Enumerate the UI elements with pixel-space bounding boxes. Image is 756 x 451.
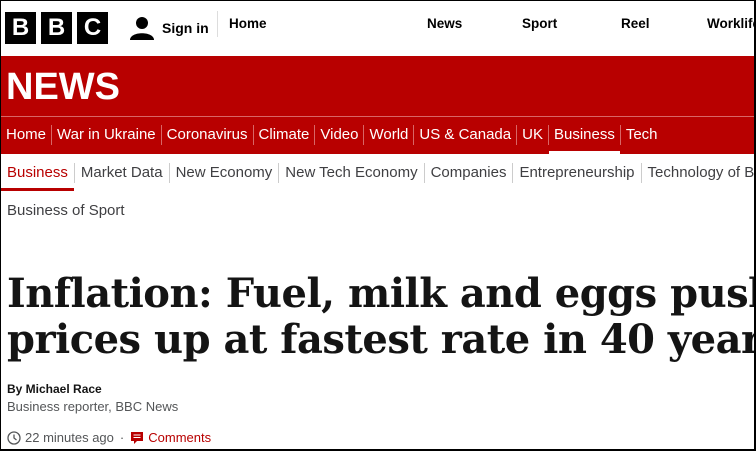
news-banner: NEWS Home War in Ukraine Coronavirus Cli… (1, 56, 754, 155)
top-nav: Home News Sport Reel Worklife (217, 11, 754, 37)
logo-letter: B (41, 12, 72, 44)
subnav-entrepreneurship[interactable]: Entrepreneurship (513, 163, 642, 183)
news-logo[interactable]: NEWS (6, 66, 120, 108)
section-nav-war-in-ukraine[interactable]: War in Ukraine (52, 125, 162, 145)
section-nav-uk[interactable]: UK (517, 125, 549, 145)
author-role: Business reporter, BBC News (7, 399, 179, 414)
user-icon (130, 17, 154, 40)
subnav-technology-of-business[interactable]: Technology of Business (642, 163, 754, 183)
sign-in-link[interactable]: Sign in (130, 16, 209, 40)
subnav-companies[interactable]: Companies (425, 163, 514, 183)
clock-icon (7, 430, 21, 445)
section-nav-climate[interactable]: Climate (254, 125, 316, 145)
timestamp: 22 minutes ago (25, 430, 114, 445)
article-headline: Inflation: Fuel, milk and eggs push price… (7, 270, 756, 363)
section-nav-coronavirus[interactable]: Coronavirus (162, 125, 254, 145)
author-byline: By Michael Race (7, 382, 102, 396)
section-nav-us-canada[interactable]: US & Canada (414, 125, 518, 145)
top-nav-reel[interactable]: Reel (621, 16, 650, 31)
sign-in-label: Sign in (162, 20, 209, 36)
top-bar: B B C Sign in Home News Sport Reel Workl… (1, 1, 754, 55)
divider (1, 116, 754, 117)
comments-label: Comments (148, 430, 212, 445)
section-nav-video[interactable]: Video (315, 125, 365, 145)
comment-icon (131, 431, 144, 444)
article-meta: 22 minutes ago · Comments (7, 430, 211, 445)
comments-link[interactable]: Comments (130, 430, 211, 445)
top-nav-news[interactable]: News (427, 16, 463, 31)
section-nav-home[interactable]: Home (1, 125, 53, 145)
top-nav-home[interactable]: Home (229, 16, 267, 31)
top-nav-sport[interactable]: Sport (522, 16, 558, 31)
section-nav-world[interactable]: World (364, 125, 415, 145)
subnav-new-tech-economy[interactable]: New Tech Economy (279, 163, 425, 183)
logo-letter: B (5, 12, 36, 44)
top-nav-worklife[interactable]: Worklife (707, 16, 756, 31)
section-nav-business[interactable]: Business (548, 125, 621, 155)
headline-line: Inflation: Fuel, milk and eggs push (7, 270, 756, 317)
bbc-logo[interactable]: B B C (5, 12, 108, 44)
logo-letter: C (77, 12, 108, 44)
subnav-market-data[interactable]: Market Data (75, 163, 170, 183)
business-subnav: Business Market Data New Economy New Tec… (1, 163, 754, 191)
section-nav-tech[interactable]: Tech (625, 126, 658, 143)
separator: · (119, 430, 125, 445)
headline-line: prices up at fastest rate in 40 years (7, 316, 756, 363)
subnav-new-economy[interactable]: New Economy (170, 163, 280, 183)
subnav-business[interactable]: Business (1, 163, 75, 191)
section-nav: Home War in Ukraine Coronavirus Climate … (1, 124, 663, 155)
subnav-business-of-sport[interactable]: Business of Sport (7, 202, 125, 219)
